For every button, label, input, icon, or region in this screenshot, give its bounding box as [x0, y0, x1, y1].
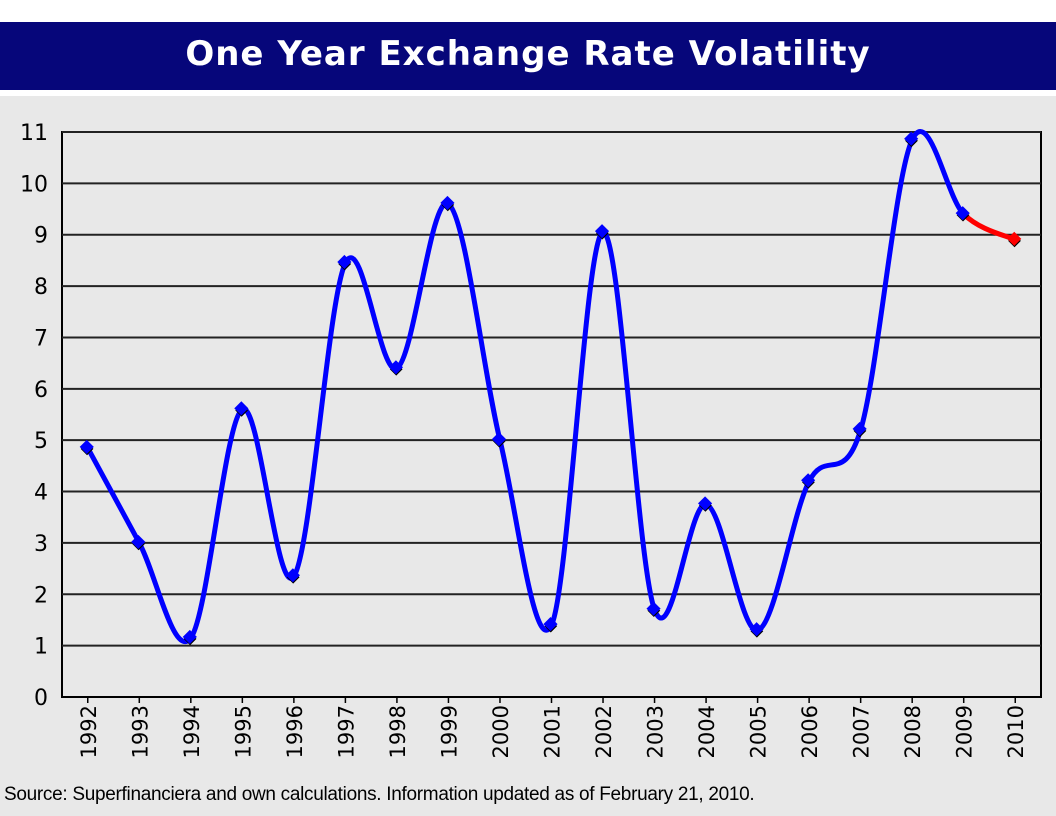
x-tick-label: 2003 [644, 705, 668, 758]
x-tick-label: 2006 [798, 705, 822, 758]
y-tick-label: 10 [20, 172, 48, 197]
x-tick-label: 2007 [850, 705, 874, 758]
data-point [852, 421, 867, 436]
data-point [955, 206, 970, 221]
data-point [749, 622, 764, 637]
x-tick-label: 2004 [695, 705, 719, 758]
y-tick-label: 0 [34, 686, 48, 711]
x-tick-label: 1997 [334, 705, 358, 758]
x-tick-label: 1996 [283, 705, 307, 758]
x-tick-label: 2000 [489, 705, 513, 758]
x-tick-label: 2005 [747, 705, 771, 758]
data-point [79, 439, 94, 454]
y-tick-label: 11 [20, 121, 48, 146]
plot-area [61, 131, 1042, 698]
data-point [904, 131, 919, 146]
x-tick-label: 1992 [77, 705, 101, 758]
x-tick-label: 2008 [901, 705, 925, 758]
data-point [337, 254, 352, 270]
y-tick-label: 9 [34, 224, 48, 249]
data-point [131, 534, 146, 549]
x-tick-label: 2002 [592, 705, 616, 758]
x-tick-label: 1994 [180, 705, 204, 758]
x-tick-label: 2010 [1004, 705, 1028, 758]
y-tick-label: 6 [34, 378, 48, 403]
y-tick-label: 8 [34, 275, 48, 300]
source-note: Source: Superfinanciera and own calculat… [4, 784, 755, 805]
x-tick-label: 1995 [231, 705, 255, 758]
data-point [182, 629, 197, 645]
data-point [1007, 231, 1022, 246]
data-point [646, 601, 661, 616]
data-point [491, 432, 507, 447]
x-tick-label: 1998 [386, 705, 410, 758]
y-tick-label: 4 [34, 481, 48, 506]
y-tick-label: 7 [34, 326, 48, 351]
y-tick-label: 3 [34, 532, 48, 557]
data-point [698, 496, 713, 511]
y-tick-label: 5 [34, 429, 48, 454]
data-point [594, 224, 610, 239]
x-tick-label: 2001 [541, 705, 565, 758]
x-tick-label: 1999 [437, 705, 461, 758]
data-point [543, 617, 558, 632]
data-point [440, 195, 455, 210]
y-tick-label: 2 [34, 583, 48, 608]
x-tick-label: 2009 [953, 705, 977, 758]
y-tick-label: 1 [34, 635, 48, 660]
data-point [234, 401, 249, 416]
x-tick-label: 1993 [128, 705, 152, 758]
chart-title: One Year Exchange Rate Volatility [0, 22, 1056, 90]
data-point [285, 568, 300, 583]
data-point [388, 360, 403, 375]
data-point [801, 473, 816, 488]
